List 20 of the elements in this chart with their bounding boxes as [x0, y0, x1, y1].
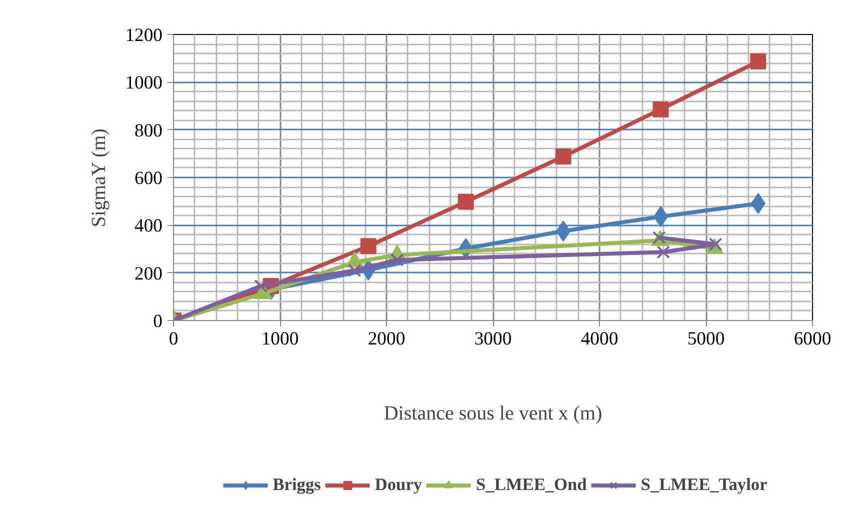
y-tick-label: 800 — [134, 120, 162, 142]
x-tick-label: 3000 — [474, 328, 512, 350]
x-axis-title: Distance sous le vent x (m) — [384, 402, 602, 424]
y-tick-label: 0 — [153, 311, 162, 332]
y-tick-label: 400 — [134, 216, 162, 237]
y-tick-label: 600 — [134, 168, 162, 189]
legend-label: Doury — [374, 475, 422, 495]
x-tick-label: 1000 — [261, 328, 299, 350]
x-tick-label: 2000 — [368, 328, 406, 350]
legend-label: S_LMEE_Ond — [476, 475, 587, 495]
y-axis-title: SigmaY (m) — [88, 128, 110, 228]
x-tick-label: 4000 — [580, 328, 618, 350]
legend-label: S_LMEE_Taylor — [640, 475, 768, 495]
y-tick-label: 1000 — [125, 72, 162, 94]
x-tick-label: 0 — [168, 328, 178, 350]
x-tick-label: 6000 — [794, 328, 832, 350]
y-tick-label: 1200 — [125, 25, 162, 46]
x-tick-label: 5000 — [687, 328, 725, 350]
y-tick-label: 200 — [134, 263, 162, 284]
legend-label: Briggs — [272, 475, 321, 495]
